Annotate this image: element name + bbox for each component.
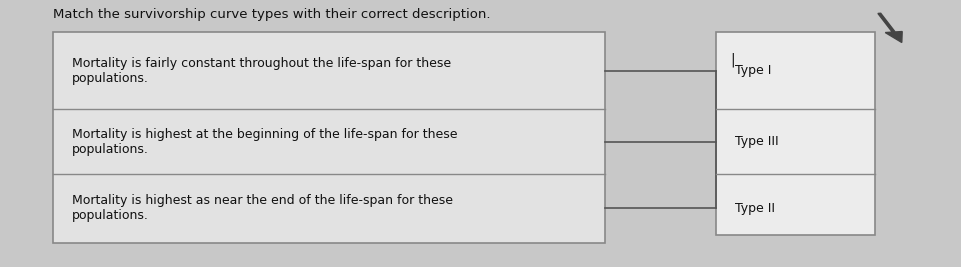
Text: |: | bbox=[730, 53, 735, 67]
Text: Type I: Type I bbox=[735, 64, 772, 77]
Bar bbox=[53, 32, 605, 243]
FancyArrow shape bbox=[878, 13, 902, 42]
Text: Mortality is highest at the beginning of the life-span for these
populations.: Mortality is highest at the beginning of… bbox=[72, 128, 457, 155]
Text: Match the survivorship curve types with their correct description.: Match the survivorship curve types with … bbox=[53, 8, 490, 21]
Text: Type III: Type III bbox=[735, 135, 778, 148]
Text: Mortality is fairly constant throughout the life-span for these
populations.: Mortality is fairly constant throughout … bbox=[72, 57, 452, 85]
Text: Mortality is highest as near the end of the life-span for these
populations.: Mortality is highest as near the end of … bbox=[72, 194, 453, 222]
Text: Type II: Type II bbox=[735, 202, 776, 215]
Bar bbox=[716, 32, 875, 235]
